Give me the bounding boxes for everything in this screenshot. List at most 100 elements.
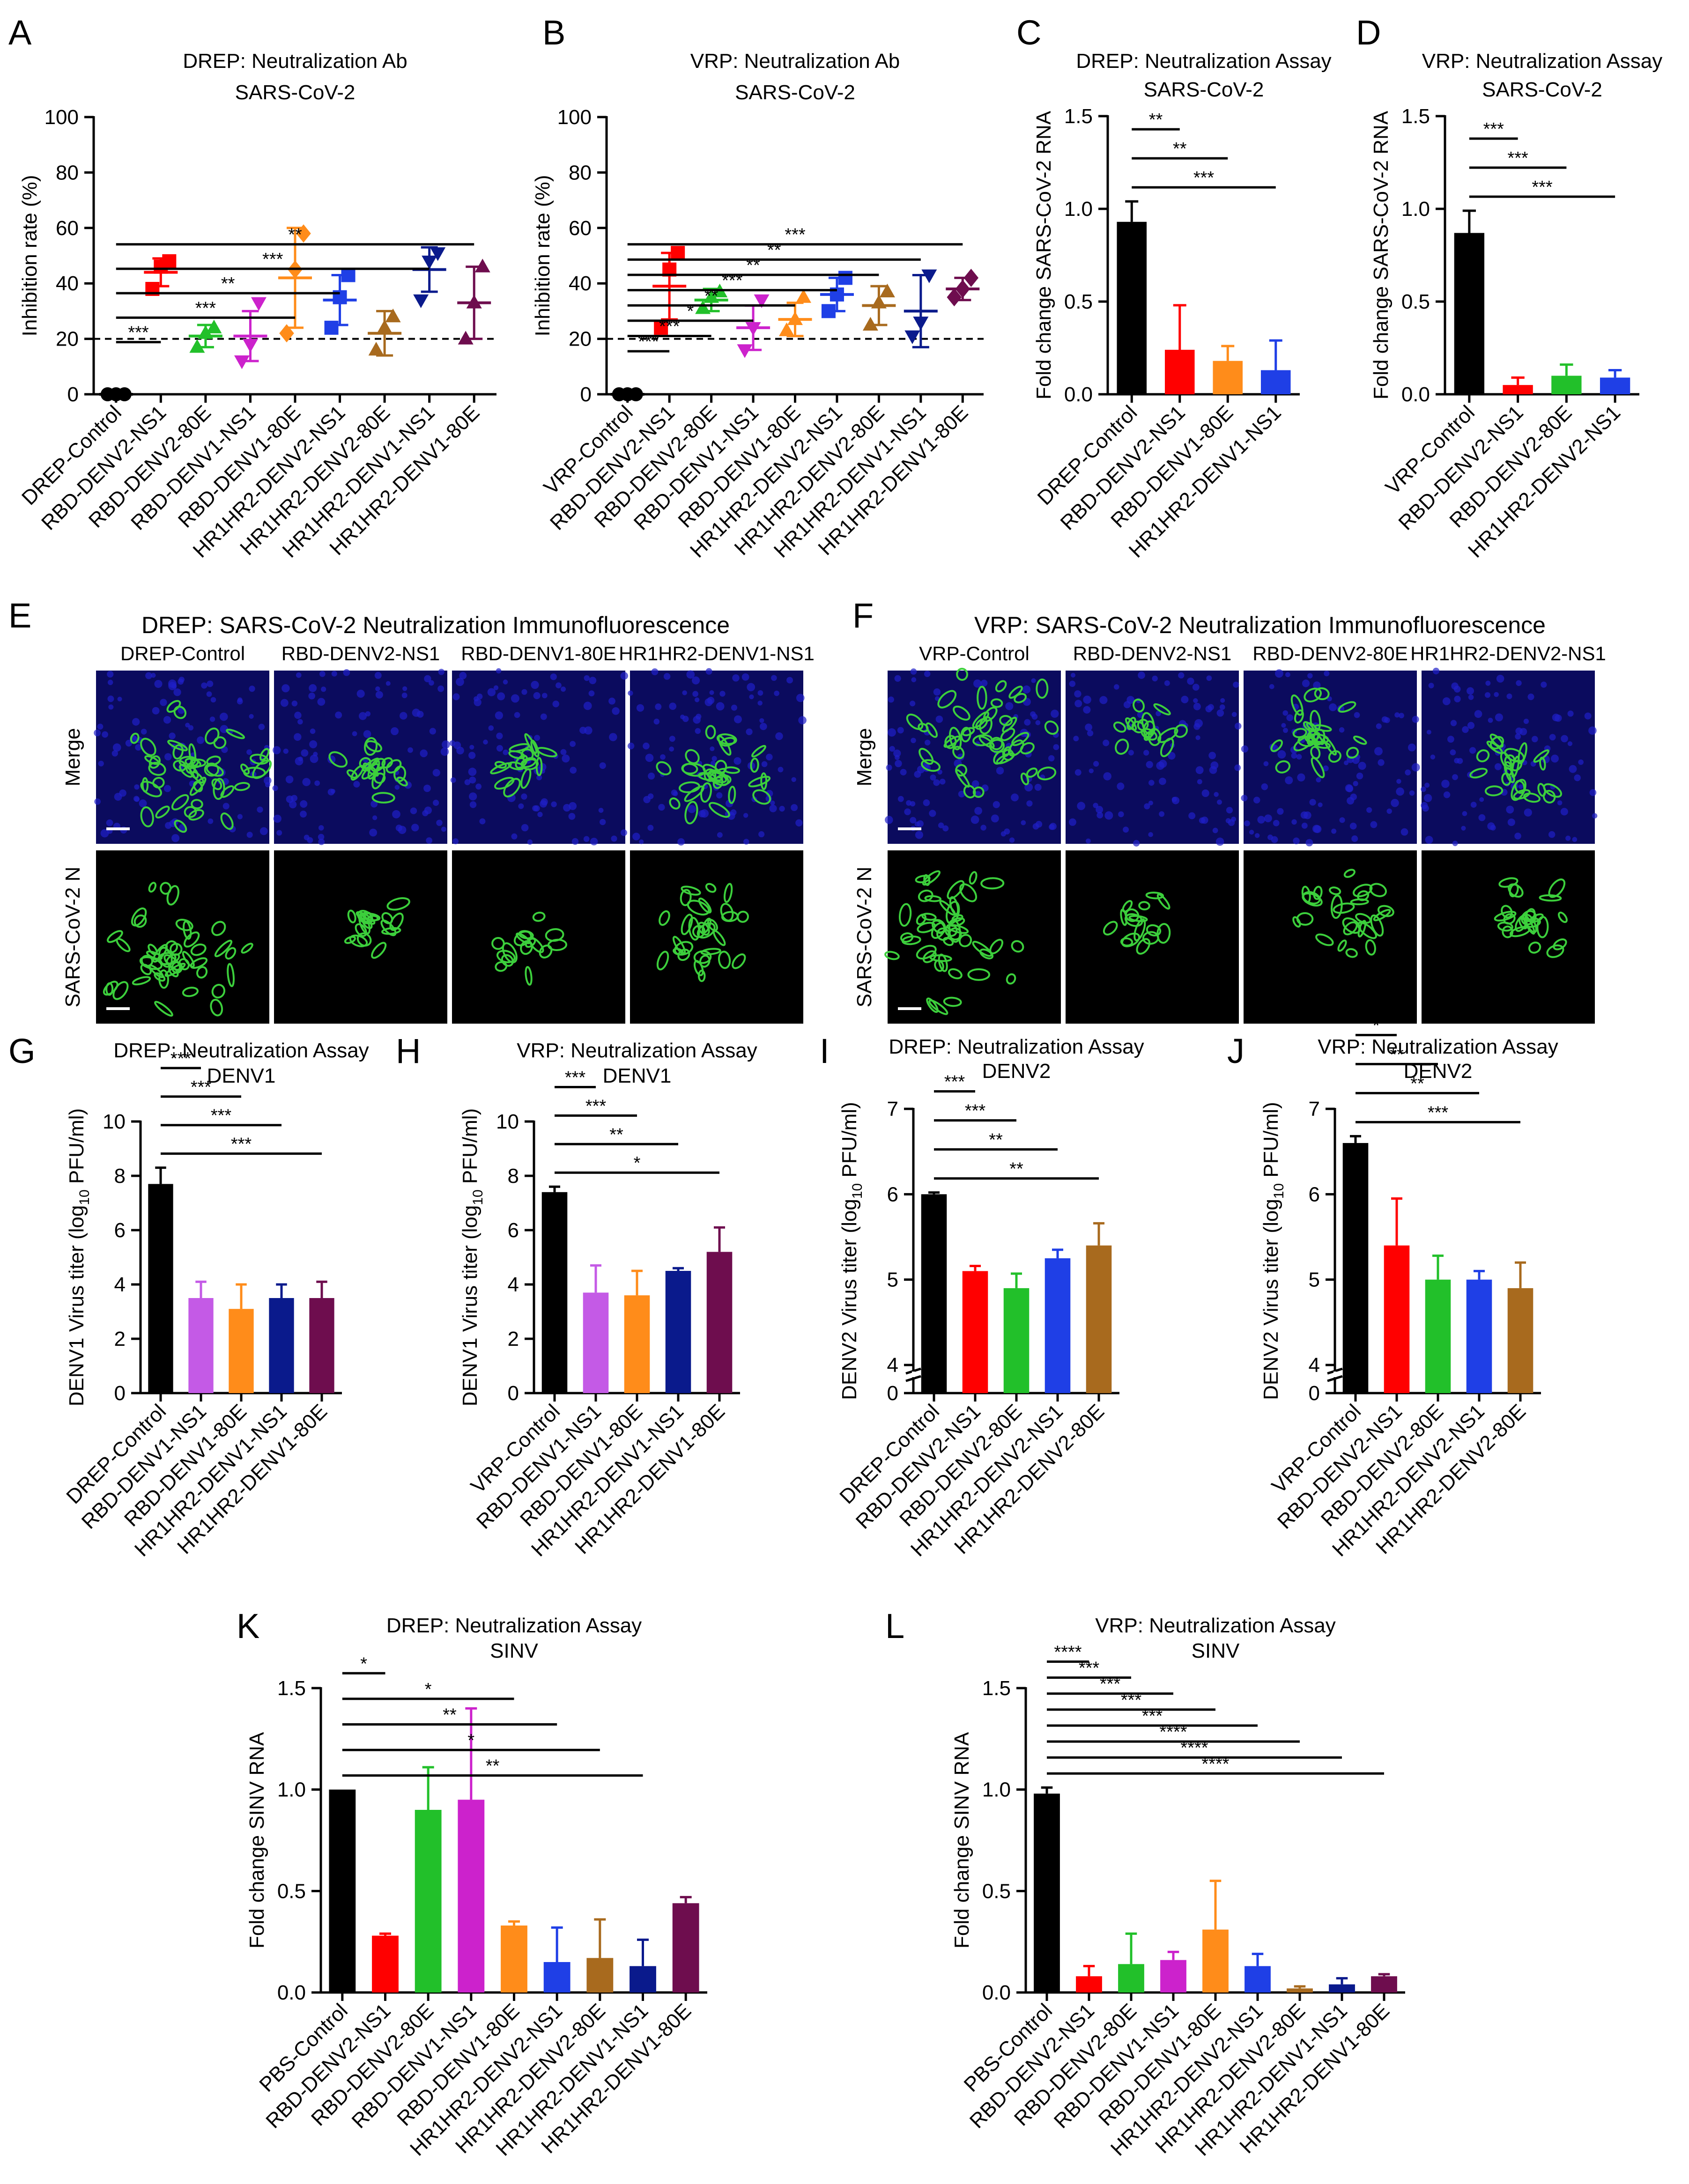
nucleus [1376, 723, 1382, 729]
nucleus [363, 730, 371, 738]
bar-0 [1454, 233, 1485, 394]
infected-cell [684, 785, 704, 802]
y-axis-label-subscript: 10 [470, 1189, 486, 1205]
nucleus [1212, 827, 1218, 834]
significance-label: ** [1410, 1074, 1424, 1093]
significance-label: *** [262, 250, 283, 269]
nucleus [700, 809, 709, 818]
data-point [413, 294, 429, 308]
nucleus [1210, 761, 1219, 769]
nucleus [272, 785, 278, 791]
infected-cell [705, 725, 716, 739]
nucleus [885, 816, 893, 824]
nucleus [540, 713, 547, 720]
nucleus [660, 754, 666, 760]
nucleus [1391, 799, 1399, 807]
y-tick-label: 0 [114, 1382, 126, 1405]
nucleus [1560, 808, 1568, 816]
infected-cell [700, 948, 721, 955]
infected-cell [1357, 920, 1367, 937]
axis-break-mark [905, 1367, 921, 1375]
y-tick-label: 60 [569, 217, 592, 240]
nucleus [1506, 694, 1512, 699]
chart-title: DREP: Neutralization Assay [889, 1035, 1144, 1058]
nucleus [1048, 755, 1055, 762]
nucleus [731, 704, 737, 711]
nucleus [94, 729, 101, 737]
bar-0 [1117, 221, 1147, 394]
infected-cell [1145, 892, 1164, 900]
nucleus [1584, 712, 1592, 720]
infected-cell [752, 789, 771, 805]
nucleus [584, 726, 593, 735]
nucleus [154, 680, 163, 688]
nucleus [743, 839, 749, 845]
nucleus [106, 819, 113, 826]
infected-cell [1294, 709, 1304, 724]
y-tick-label: 0.0 [1064, 383, 1093, 406]
infected-cell [516, 932, 531, 944]
nucleus [310, 728, 316, 734]
nucleus [1442, 697, 1451, 706]
infected-cell [1125, 717, 1137, 731]
nucleus [94, 798, 101, 805]
nucleus [219, 712, 228, 721]
nucleus [1309, 799, 1316, 806]
nucleus [1462, 726, 1469, 733]
nucleus [894, 675, 901, 682]
nucleus [474, 698, 482, 707]
nucleus [135, 744, 142, 751]
nucleus [294, 711, 302, 719]
nucleus [910, 817, 917, 824]
infected-cell [999, 715, 1013, 726]
nucleus [139, 799, 147, 808]
infected-cell [1343, 921, 1358, 936]
nucleus [937, 769, 942, 775]
infected-cell [680, 889, 692, 907]
nucleus [910, 668, 917, 675]
infected-cell [1345, 948, 1358, 958]
data-point [117, 387, 132, 401]
infected-cell [1293, 735, 1314, 752]
infected-cell [211, 984, 226, 999]
nucleus [1350, 793, 1357, 801]
data-point [242, 339, 258, 353]
nucleus [973, 679, 982, 688]
infected-cell [698, 897, 712, 914]
infected-cell [748, 775, 771, 788]
nucleus [1193, 698, 1198, 703]
nucleus [1118, 811, 1124, 818]
nucleus [1208, 752, 1216, 760]
infected-cell [234, 782, 250, 791]
bar-2 [415, 1810, 442, 1992]
nucleus [141, 729, 147, 735]
y-axis-label: DENV2 Virus titer (log10 PFU/ml) [838, 1102, 865, 1400]
significance-label: * [467, 1731, 474, 1750]
nucleus [1051, 709, 1059, 718]
nucleus [1516, 680, 1522, 686]
infected-cell [967, 968, 991, 981]
nucleus [273, 814, 282, 823]
infected-cell [502, 942, 518, 964]
chart-panel-G: G DREP: Neutralization AssayDENV10246810D… [8, 1032, 369, 1561]
nucleus [930, 774, 936, 781]
nucleus [493, 685, 499, 690]
y-tick-label: 6 [887, 1183, 898, 1206]
nucleus [407, 747, 413, 753]
infected-cell [718, 951, 731, 969]
infected-cell [720, 903, 734, 922]
nucleus [1234, 764, 1241, 771]
nucleus [1034, 783, 1042, 791]
panel-letter-F: F [852, 596, 874, 635]
infected-cell [1138, 901, 1150, 911]
y-tick-label: 4 [887, 1354, 898, 1377]
nucleus [1351, 835, 1358, 842]
nucleus [900, 768, 907, 775]
nucleus [1329, 703, 1337, 711]
nucleus [1443, 791, 1451, 798]
infected-cell [350, 765, 364, 781]
infected-cell [1331, 894, 1343, 919]
data-point [474, 258, 490, 273]
significance-label: **** [1054, 1642, 1082, 1662]
